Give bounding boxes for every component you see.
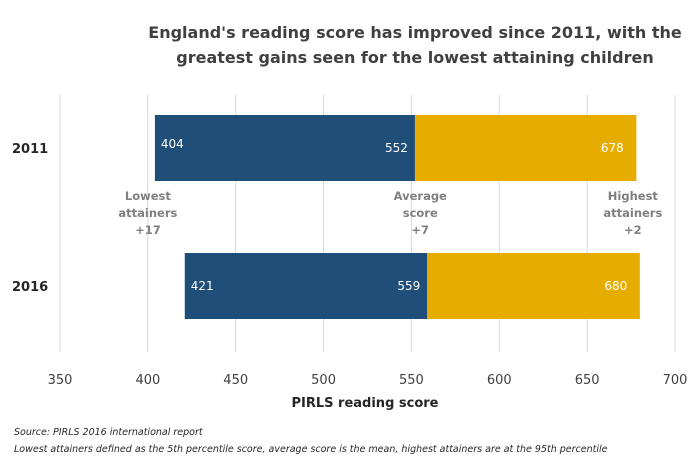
y-label-2011: 2011 [12, 142, 48, 157]
annotation-lowest-line-2: attainers [118, 206, 177, 220]
x-tick-label-450: 450 [223, 373, 248, 388]
annotation-average-line-1: Average [394, 189, 447, 203]
annotations: Lowest attainers +17 Average score +7 Highest a… [118, 189, 662, 237]
data-label-2011-average: 552 [385, 141, 408, 155]
x-tick-label-650: 650 [575, 373, 600, 388]
bar-2016-segment-2 [427, 253, 640, 319]
annotation-lowest-line-3: +17 [135, 223, 161, 237]
annotation-highest-line-1: Highest [608, 189, 659, 203]
definition-note: Lowest attainers defined as the 5th perc… [14, 444, 608, 455]
annotation-highest-line-3: +2 [624, 223, 642, 237]
x-tick-label-350: 350 [48, 373, 73, 388]
x-tick-label-600: 600 [487, 373, 512, 388]
annotation-average-line-2: score [403, 206, 438, 220]
annotation-average-line-3: +7 [411, 223, 429, 237]
x-axis-title: PIRLS reading score [292, 396, 439, 411]
data-label-2016-average: 559 [397, 279, 420, 293]
bar-2016-segment-1 [184, 253, 428, 319]
data-label-2016-low: 421 [191, 279, 214, 293]
data-label-2011-low: 404 [161, 137, 184, 151]
x-axis: 350 400 450 500 550 600 650 700 [48, 373, 688, 388]
bar-2011-segment-2 [414, 115, 637, 181]
chart-title-line-2: greatest gains seen for the lowest attai… [176, 48, 653, 67]
annotation-highest-line-2: attainers [603, 206, 662, 220]
chart-title-line-1: England's reading score has improved sin… [148, 23, 682, 42]
annotation-lowest-line-1: Lowest [125, 189, 171, 203]
y-label-2016: 2016 [12, 280, 48, 295]
data-label-2016-high: 680 [604, 279, 627, 293]
x-tick-label-500: 500 [311, 373, 336, 388]
data-label-2011-high: 678 [601, 141, 624, 155]
x-tick-label-400: 400 [135, 373, 160, 388]
x-tick-label-700: 700 [663, 373, 688, 388]
source-note: Source: PIRLS 2016 international report [14, 427, 203, 438]
bars: 404 552 678 421 559 680 [154, 115, 640, 319]
y-axis: 2011 2016 [12, 142, 48, 295]
bar-2011-segment-1 [154, 115, 415, 181]
x-tick-label-550: 550 [399, 373, 424, 388]
